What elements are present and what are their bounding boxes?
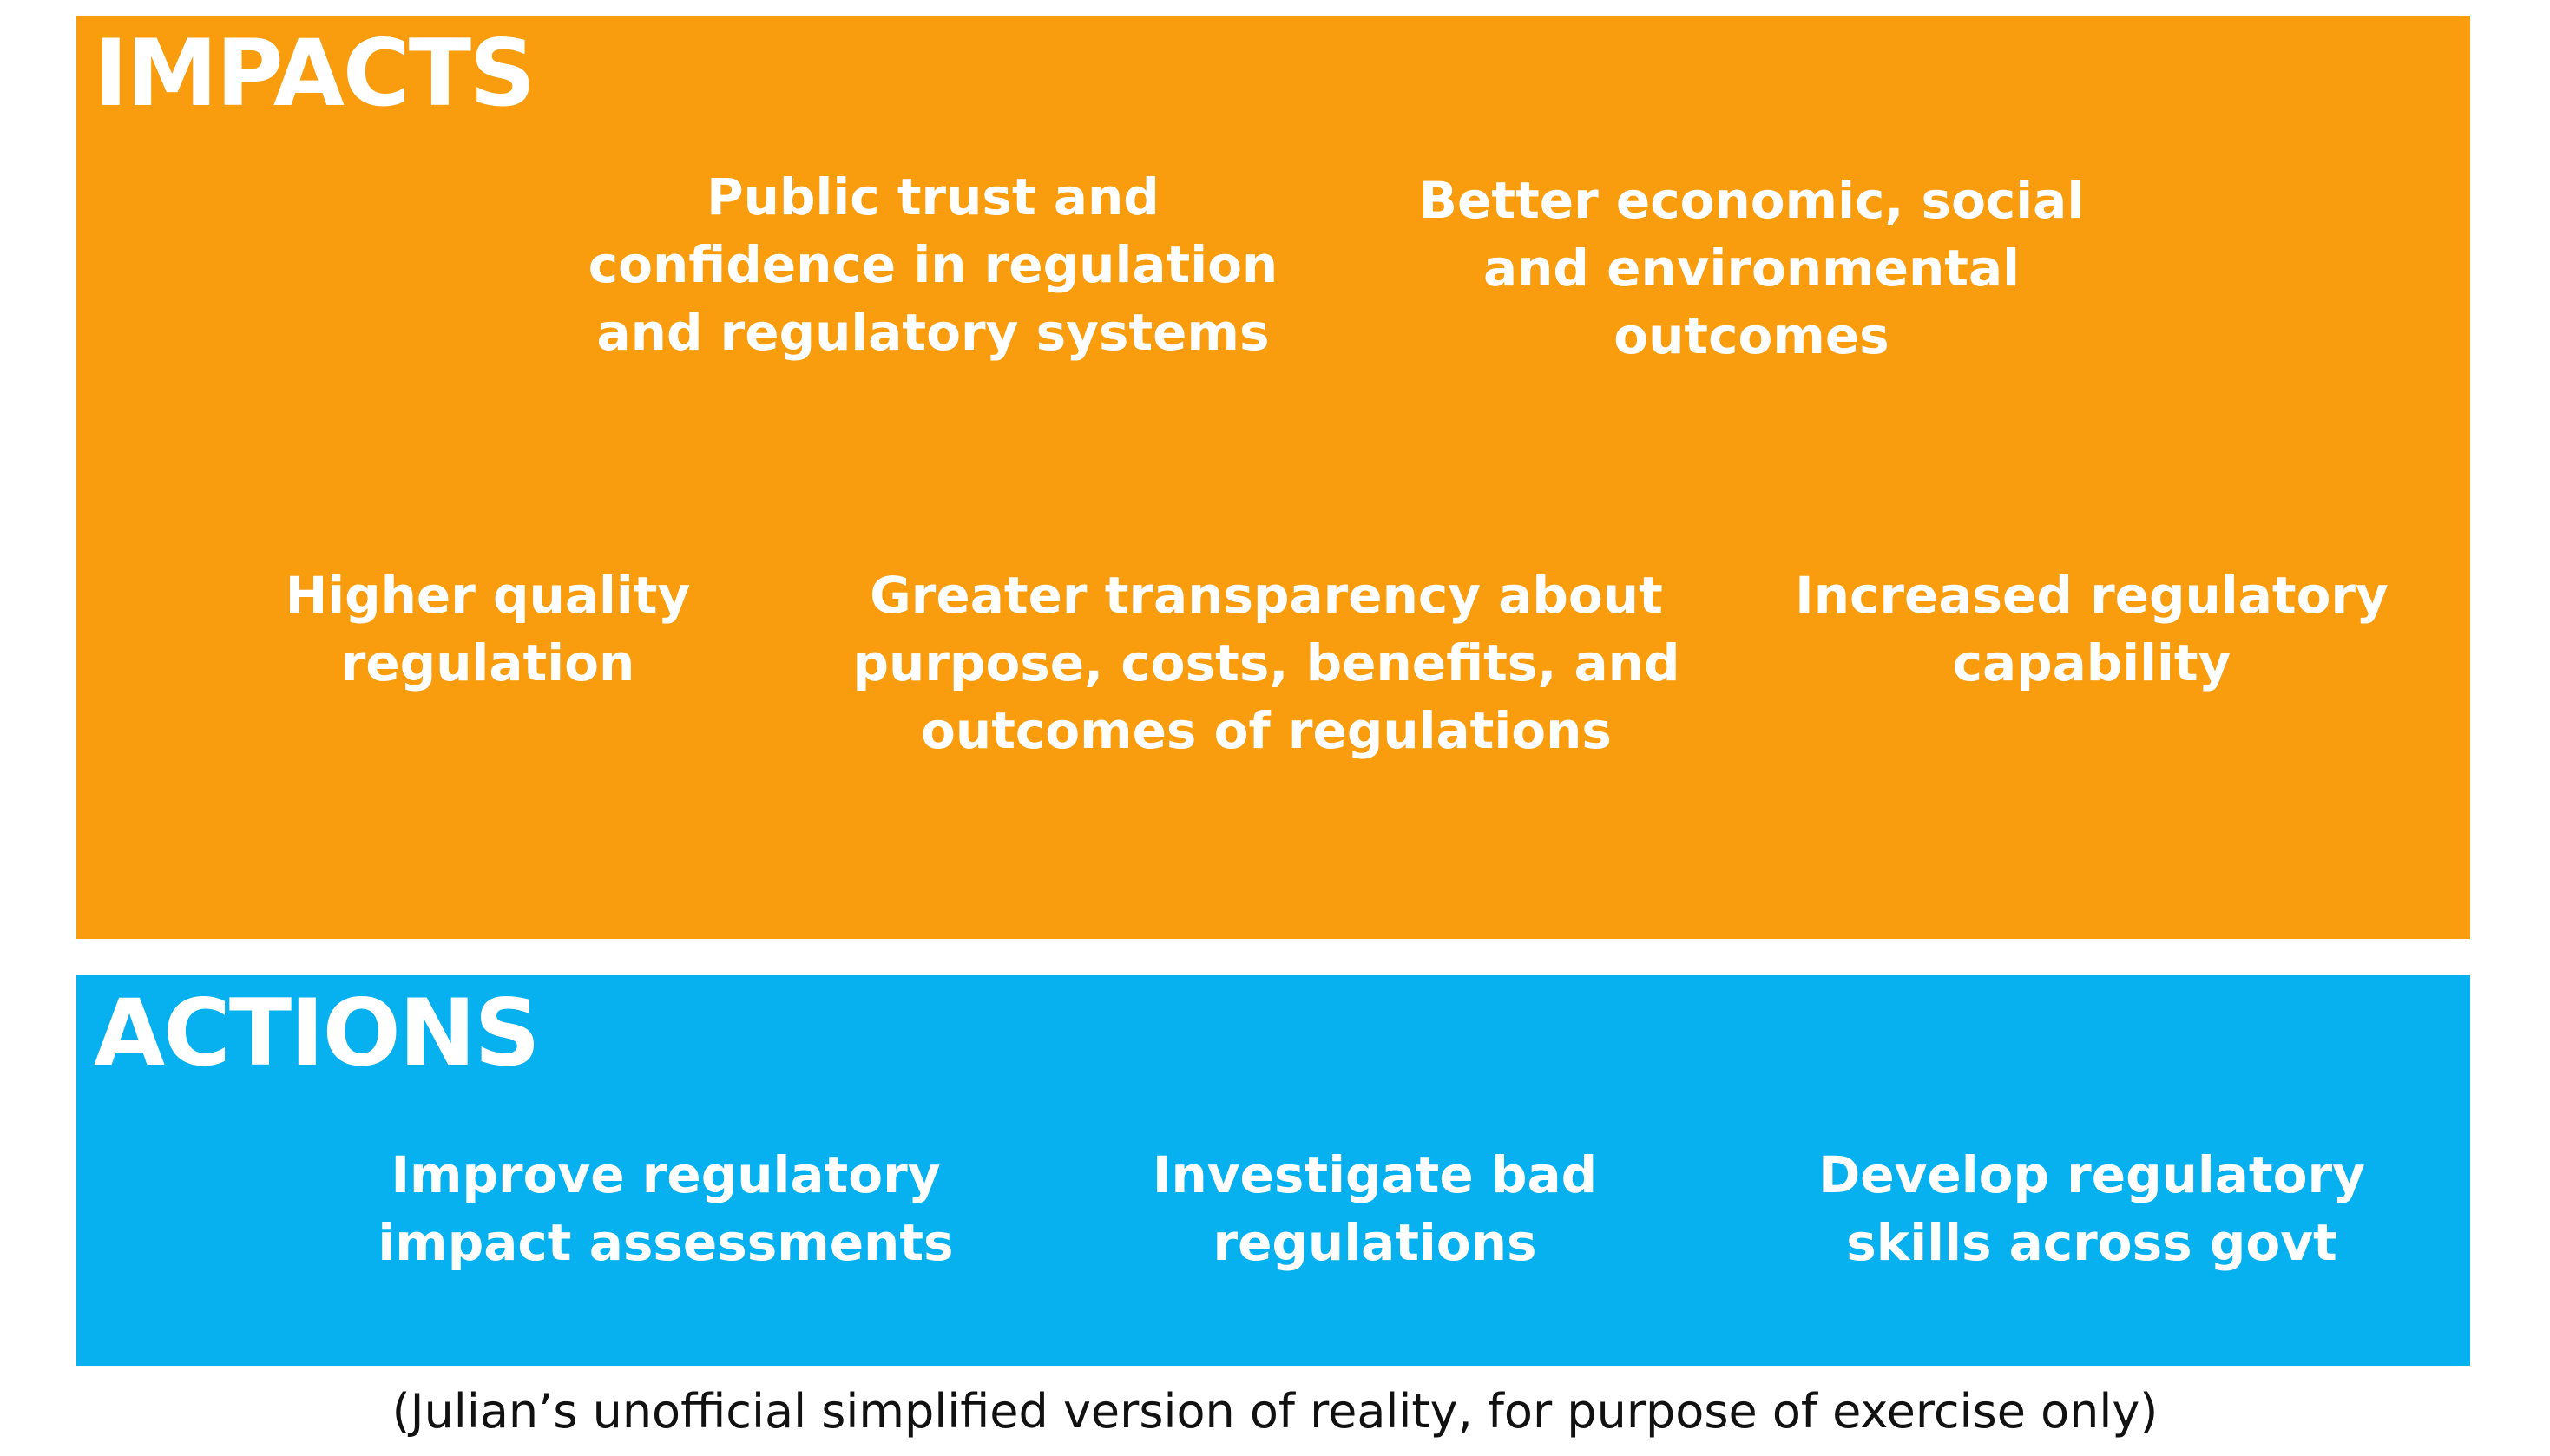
actions-title: ACTIONS xyxy=(94,980,541,1086)
caption: (Julian’s unofficial simplified version … xyxy=(391,1384,2159,1439)
impact-line: outcomes of regulations xyxy=(921,701,1612,760)
action-line: skills across govt xyxy=(1846,1213,2337,1272)
impacts-panel: IMPACTS Public trust and confidence in r… xyxy=(76,16,2470,939)
impact-line: regulation xyxy=(340,633,635,692)
impact-line: outcomes xyxy=(1613,306,1889,365)
impact-public-trust: Public trust and confidence in regulatio… xyxy=(588,163,1278,366)
impact-line: Increased regulatory xyxy=(1795,566,2389,625)
action-line: regulations xyxy=(1213,1213,1537,1272)
impact-line: and environmental xyxy=(1482,239,2020,298)
impact-line: and regulatory systems xyxy=(596,303,1270,362)
action-investigate-bad-regulations: Investigate bad regulations xyxy=(1153,1141,1597,1276)
action-develop-skills: Develop regulatory skills across govt xyxy=(1818,1141,2365,1276)
action-line: Develop regulatory xyxy=(1818,1145,2365,1204)
action-line: impact assessments xyxy=(378,1213,954,1272)
impact-greater-transparency: Greater transparency about purpose, cost… xyxy=(853,561,1680,764)
impact-line: Greater transparency about xyxy=(870,566,1663,625)
impact-better-outcomes: Better economic, social and environmenta… xyxy=(1419,167,2084,370)
impacts-title: IMPACTS xyxy=(94,20,536,127)
action-line: Investigate bad xyxy=(1152,1145,1598,1204)
impact-line: Better economic, social xyxy=(1418,171,2085,230)
action-improve-ria: Improve regulatory impact assessments xyxy=(378,1141,953,1276)
impact-line: purpose, costs, benefits, and xyxy=(852,633,1680,692)
impact-increased-capability: Increased regulatory capability xyxy=(1795,561,2389,697)
action-line: Improve regulatory xyxy=(391,1145,941,1204)
impact-line: Public trust and xyxy=(707,167,1160,226)
impact-higher-quality-regulation: Higher quality regulation xyxy=(286,561,691,697)
actions-panel: ACTIONS Improve regulatory impact assess… xyxy=(76,975,2470,1366)
impact-line: Higher quality xyxy=(285,566,691,625)
impact-line: capability xyxy=(1952,633,2231,692)
impact-line: confidence in regulation xyxy=(588,235,1278,294)
